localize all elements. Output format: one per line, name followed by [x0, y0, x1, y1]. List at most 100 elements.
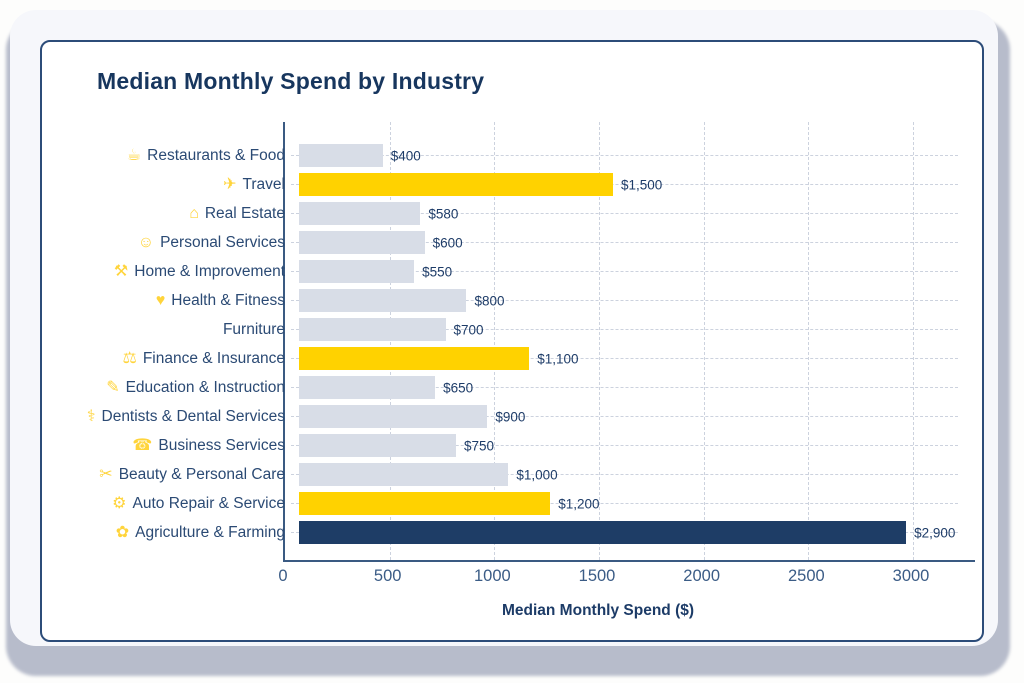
bar-value-label: $1,100 [537, 351, 579, 366]
category-label-text: Finance & Insurance [142, 349, 285, 367]
gridline-2000 [703, 122, 705, 560]
category-label: ⌂ Real Estate [60, 205, 297, 223]
bar-track: $600 [291, 228, 966, 257]
chart-row: ⚒ Home & Improvement $550 [60, 257, 966, 286]
bar-value-label: $600 [432, 235, 463, 250]
auto-repair-icon: ⚙ [112, 494, 127, 512]
category-label: Furniture [60, 321, 297, 339]
category-label: ⚙ Auto Repair & Service [60, 495, 297, 513]
category-label-text: Dentists & Dental Services [101, 407, 286, 425]
bar-value-label: $2,900 [914, 525, 956, 540]
chart-row: ✎ Education & Instruction $650 [60, 373, 966, 402]
row-gridline [291, 300, 958, 301]
gridline-3000 [913, 122, 914, 560]
bar-value-label: $700 [453, 322, 484, 337]
category-label: ♥ Health & Fitness [60, 292, 297, 310]
chart-row: ✿ Agriculture & Farming $2,900 [60, 518, 966, 547]
category-label-text: Home & Improvement [134, 262, 285, 280]
chart-row: ⚙ Auto Repair & Service $1,200 [60, 489, 966, 518]
category-label-text: Travel [242, 175, 286, 193]
row-gridline [291, 271, 958, 272]
bar-rows: ☕ Restaurants & Food $400 ✈ Travel $1,500 ⌂ Rea… [60, 141, 966, 547]
category-label: ☎ Business Services [60, 437, 297, 455]
category-label: ⚕ Dentists & Dental Services [60, 408, 297, 426]
row-gridline [291, 184, 958, 185]
bar-track: $750 [291, 431, 966, 460]
category-label-text: Education & Instruction [125, 378, 285, 396]
x-tick-label-1500: 1500 [578, 567, 616, 585]
bar [299, 173, 613, 196]
bar [299, 144, 383, 167]
plot-area [283, 122, 975, 562]
bar-track: $800 [291, 286, 966, 315]
x-tick-label-0: 0 [278, 567, 288, 585]
bar [299, 376, 436, 399]
restaurant-icon: ☕ [126, 146, 142, 164]
chart-title: Median Monthly Spend by Industry [97, 68, 485, 94]
row-gridline [291, 445, 958, 446]
bar-value-label: $750 [464, 438, 495, 453]
bar-value-label: $1,500 [621, 177, 663, 192]
chart-row: ☎ Business Services $750 [60, 431, 966, 460]
finance-icon: ⚖ [122, 349, 137, 367]
category-label: ☺ Personal Services [60, 234, 297, 252]
x-axis-ticks: 0 500 1000 1500 2000 2500 3000 [278, 567, 975, 589]
chart-row: ⚕ Dentists & Dental Services $900 [60, 402, 966, 431]
bar [299, 202, 421, 225]
bar-track: $700 [291, 315, 966, 344]
bar-value-label: $1,200 [558, 496, 600, 511]
education-icon: ✎ [106, 378, 120, 396]
row-gridline [291, 387, 958, 388]
category-label-text: Restaurants & Food [147, 146, 285, 164]
category-label-text: Beauty & Personal Care [118, 465, 285, 483]
health-fitness-icon: ♥ [155, 291, 166, 309]
bar-value-label: $550 [422, 264, 453, 279]
chart-row: ♥ Health & Fitness $800 [60, 286, 966, 315]
chart-row: Furniture $700 [60, 315, 966, 344]
category-label-text: Real Estate [204, 204, 285, 222]
x-tick-label-3000: 3000 [892, 567, 930, 585]
category-label-text: Agriculture & Farming [135, 523, 285, 541]
bar [299, 434, 456, 457]
chart-row: ☕ Restaurants & Food $400 [60, 141, 966, 170]
category-label: ✎ Education & Instruction [60, 379, 297, 397]
row-gridline [291, 474, 958, 475]
bar-value-label: $650 [443, 380, 474, 395]
beauty-icon: ✂ [99, 465, 113, 483]
x-tick-label-2500: 2500 [787, 567, 825, 585]
business-services-icon: ☎ [132, 436, 153, 454]
bar [299, 492, 551, 515]
gridline-2500 [808, 122, 810, 560]
category-label: ⚖ Finance & Insurance [60, 350, 297, 368]
x-tick-label-500: 500 [373, 567, 402, 585]
chart-row: ☺ Personal Services $600 [60, 228, 966, 257]
row-gridline [291, 329, 958, 330]
bar-track: $1,200 [291, 489, 966, 518]
bar-track: $580 [291, 199, 966, 228]
bar-track: $1,100 [291, 344, 966, 373]
bar-value-label: $1,000 [516, 467, 558, 482]
home-improvement-icon: ⚒ [113, 262, 129, 280]
row-gridline [291, 503, 958, 504]
chart-row: ✈ Travel $1,500 [60, 170, 966, 199]
row-gridline [291, 155, 958, 156]
bar-value-label: $400 [390, 148, 421, 163]
bar-track: $1,000 [291, 460, 966, 489]
bar-value-label: $900 [495, 409, 526, 424]
bar-track: $400 [291, 141, 966, 170]
real-estate-icon: ⌂ [189, 204, 199, 222]
bar-track: $650 [291, 373, 966, 402]
row-gridline [291, 242, 958, 243]
x-tick-label-1000: 1000 [473, 567, 511, 585]
bar [299, 260, 415, 283]
x-axis-title: Median Monthly Spend ($) [501, 602, 695, 619]
bar [299, 231, 425, 254]
travel-icon: ✈ [223, 175, 237, 193]
chart-row: ⚖ Finance & Insurance $1,100 [60, 344, 966, 373]
chart-card: Median Monthly Spend by Industry ☕ Restau… [40, 40, 984, 642]
category-label-text: Business Services [158, 436, 285, 454]
category-label-text: Auto Repair & Service [132, 494, 286, 512]
chart-row: ✂ Beauty & Personal Care $1,000 [60, 460, 966, 489]
category-label-text: Furniture [222, 320, 285, 338]
